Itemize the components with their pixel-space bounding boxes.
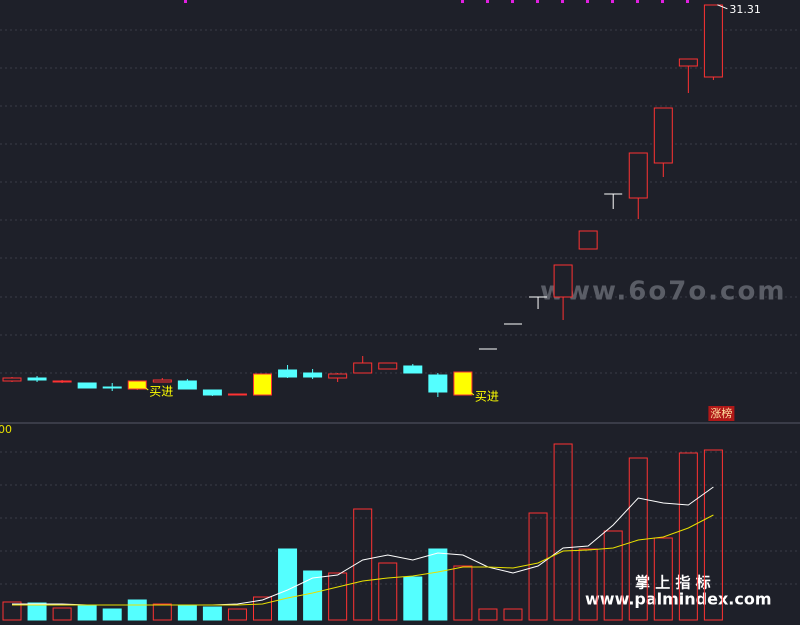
volume-bar xyxy=(303,570,323,621)
volume-bar xyxy=(353,508,373,621)
candle-body xyxy=(328,373,348,379)
tag-label: 涨榜 xyxy=(710,406,732,420)
watermark: www.6o7o.com xyxy=(540,277,786,307)
candle-body xyxy=(353,362,373,374)
candle-body xyxy=(403,365,423,374)
candle-body xyxy=(127,380,147,390)
volume-bar xyxy=(127,599,147,621)
candle-body xyxy=(378,362,398,370)
candle-body xyxy=(278,369,298,378)
volume-bar xyxy=(678,452,698,621)
candle-body xyxy=(553,264,573,298)
volume-bar xyxy=(453,565,473,621)
volume-bar xyxy=(27,602,47,621)
volume-bar xyxy=(403,576,423,621)
candle-body xyxy=(703,4,723,78)
volume-bar xyxy=(528,512,548,621)
volume-bar xyxy=(253,596,272,621)
candle-body xyxy=(27,377,47,381)
candle-body xyxy=(2,377,22,382)
candle-body xyxy=(253,373,272,396)
candle-body xyxy=(678,58,698,67)
signal-label: 买进 xyxy=(149,385,173,399)
candle-body xyxy=(77,382,97,389)
volume-label: 00 xyxy=(0,423,12,436)
annotation-arrow xyxy=(717,4,728,10)
volume-bar xyxy=(503,608,523,621)
volume-bar xyxy=(152,603,172,621)
candle-body xyxy=(152,379,172,383)
tag-box xyxy=(708,406,735,421)
volume-bar xyxy=(703,449,723,621)
volume-bar xyxy=(328,572,348,621)
candle-body xyxy=(177,380,197,390)
volume-bar xyxy=(202,606,222,621)
candle-body xyxy=(653,107,673,164)
candle-body xyxy=(578,230,598,250)
candle-body xyxy=(303,372,323,378)
volume-bar xyxy=(478,608,498,621)
volume-bar xyxy=(603,530,623,621)
volume-bar xyxy=(52,607,72,621)
candle-body xyxy=(453,371,473,396)
candle-body xyxy=(202,389,222,396)
candle-body xyxy=(227,393,247,396)
annotation-arrow xyxy=(142,385,149,391)
volume-bar xyxy=(578,548,598,621)
signal-label: 买进 xyxy=(475,390,499,404)
volume-ma-line xyxy=(12,514,714,606)
volume-bar xyxy=(77,605,97,621)
candle-body xyxy=(428,374,448,393)
watermark: www.palmindex.com xyxy=(585,590,772,609)
volume-ma-line xyxy=(12,486,714,606)
volume-bar xyxy=(102,608,122,621)
candle-body xyxy=(52,380,72,383)
high-label: 31.31 xyxy=(729,3,761,16)
volume-bar xyxy=(278,548,298,621)
volume-bar xyxy=(653,537,673,621)
annotation-arrow xyxy=(468,390,475,396)
grid xyxy=(0,29,800,585)
volume-bar xyxy=(2,601,22,621)
volume-bar xyxy=(553,443,573,621)
candle-body xyxy=(102,386,122,389)
volume-bar xyxy=(177,604,197,621)
candle-body xyxy=(628,152,648,199)
volume-bar xyxy=(227,608,247,621)
top-dots xyxy=(184,0,689,3)
volume-bar xyxy=(428,548,448,621)
volume-bar xyxy=(378,562,398,621)
